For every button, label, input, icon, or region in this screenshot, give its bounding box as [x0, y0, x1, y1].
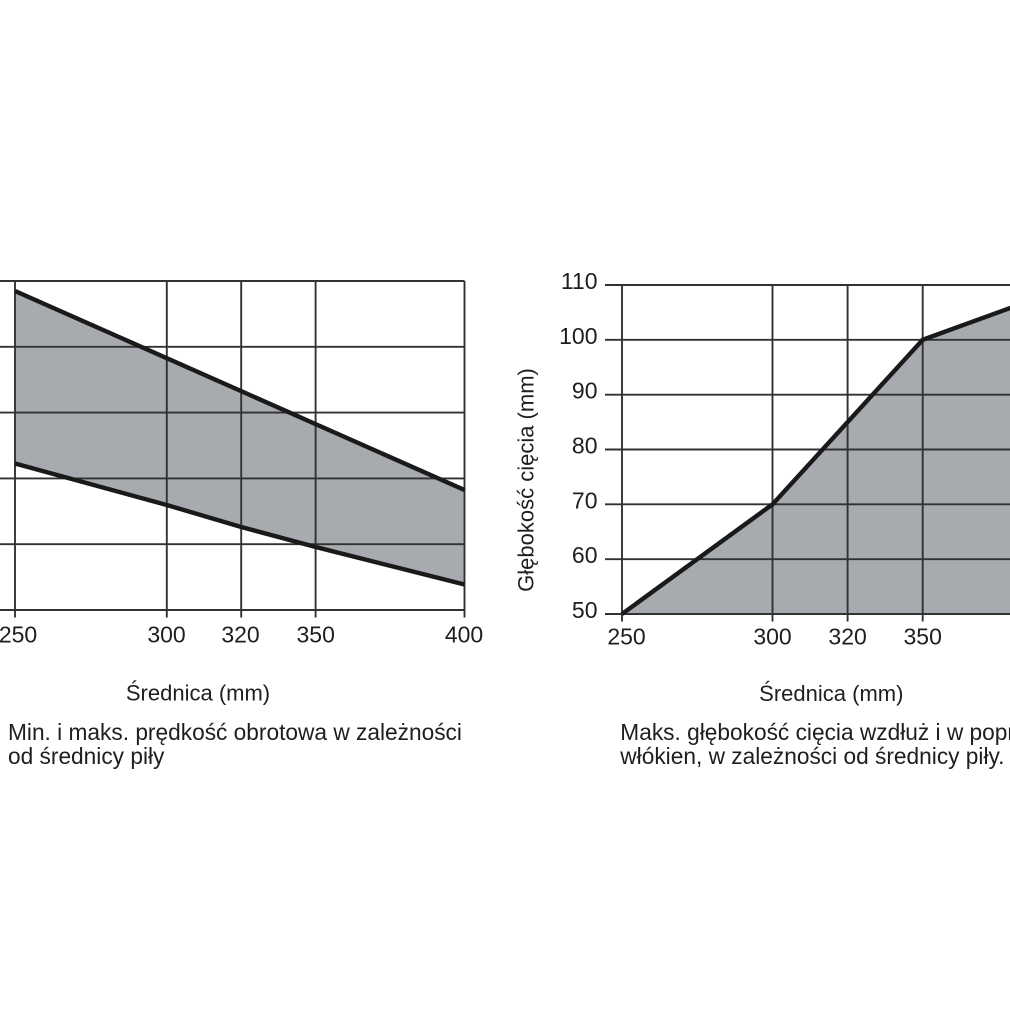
svg-text:110: 110: [561, 268, 598, 294]
svg-text:90: 90: [572, 378, 598, 404]
svg-text:Średnica (mm): Średnica (mm): [126, 681, 270, 706]
svg-text:70: 70: [572, 487, 598, 513]
svg-text:250: 250: [0, 622, 37, 648]
svg-text:300: 300: [147, 622, 185, 648]
svg-text:Głębokość cięcia (mm): Głębokość cięcia (mm): [514, 368, 539, 592]
svg-text:włókien, w zależności od średn: włókien, w zależności od średnicy piły.: [619, 743, 1004, 769]
svg-text:400: 400: [445, 622, 483, 648]
svg-text:350: 350: [904, 624, 942, 650]
svg-text:80: 80: [572, 433, 598, 459]
svg-text:Średnica (mm): Średnica (mm): [759, 681, 903, 706]
svg-text:50: 50: [572, 597, 598, 623]
svg-text:350: 350: [297, 622, 335, 648]
svg-text:Maks. głębokość cięcia wzdłuż: Maks. głębokość cięcia wzdłuż i w poprze…: [620, 719, 1010, 745]
svg-text:320: 320: [221, 622, 259, 648]
svg-text:60: 60: [572, 542, 598, 568]
svg-text:100: 100: [559, 323, 597, 349]
svg-text:300: 300: [753, 624, 791, 650]
svg-text:Min. i maks. prędkość obrotowa: Min. i maks. prędkość obrotowa w zależno…: [8, 719, 462, 745]
svg-text:250: 250: [607, 624, 645, 650]
svg-text:320: 320: [828, 624, 866, 650]
svg-text:od średnicy piły: od średnicy piły: [8, 743, 165, 769]
